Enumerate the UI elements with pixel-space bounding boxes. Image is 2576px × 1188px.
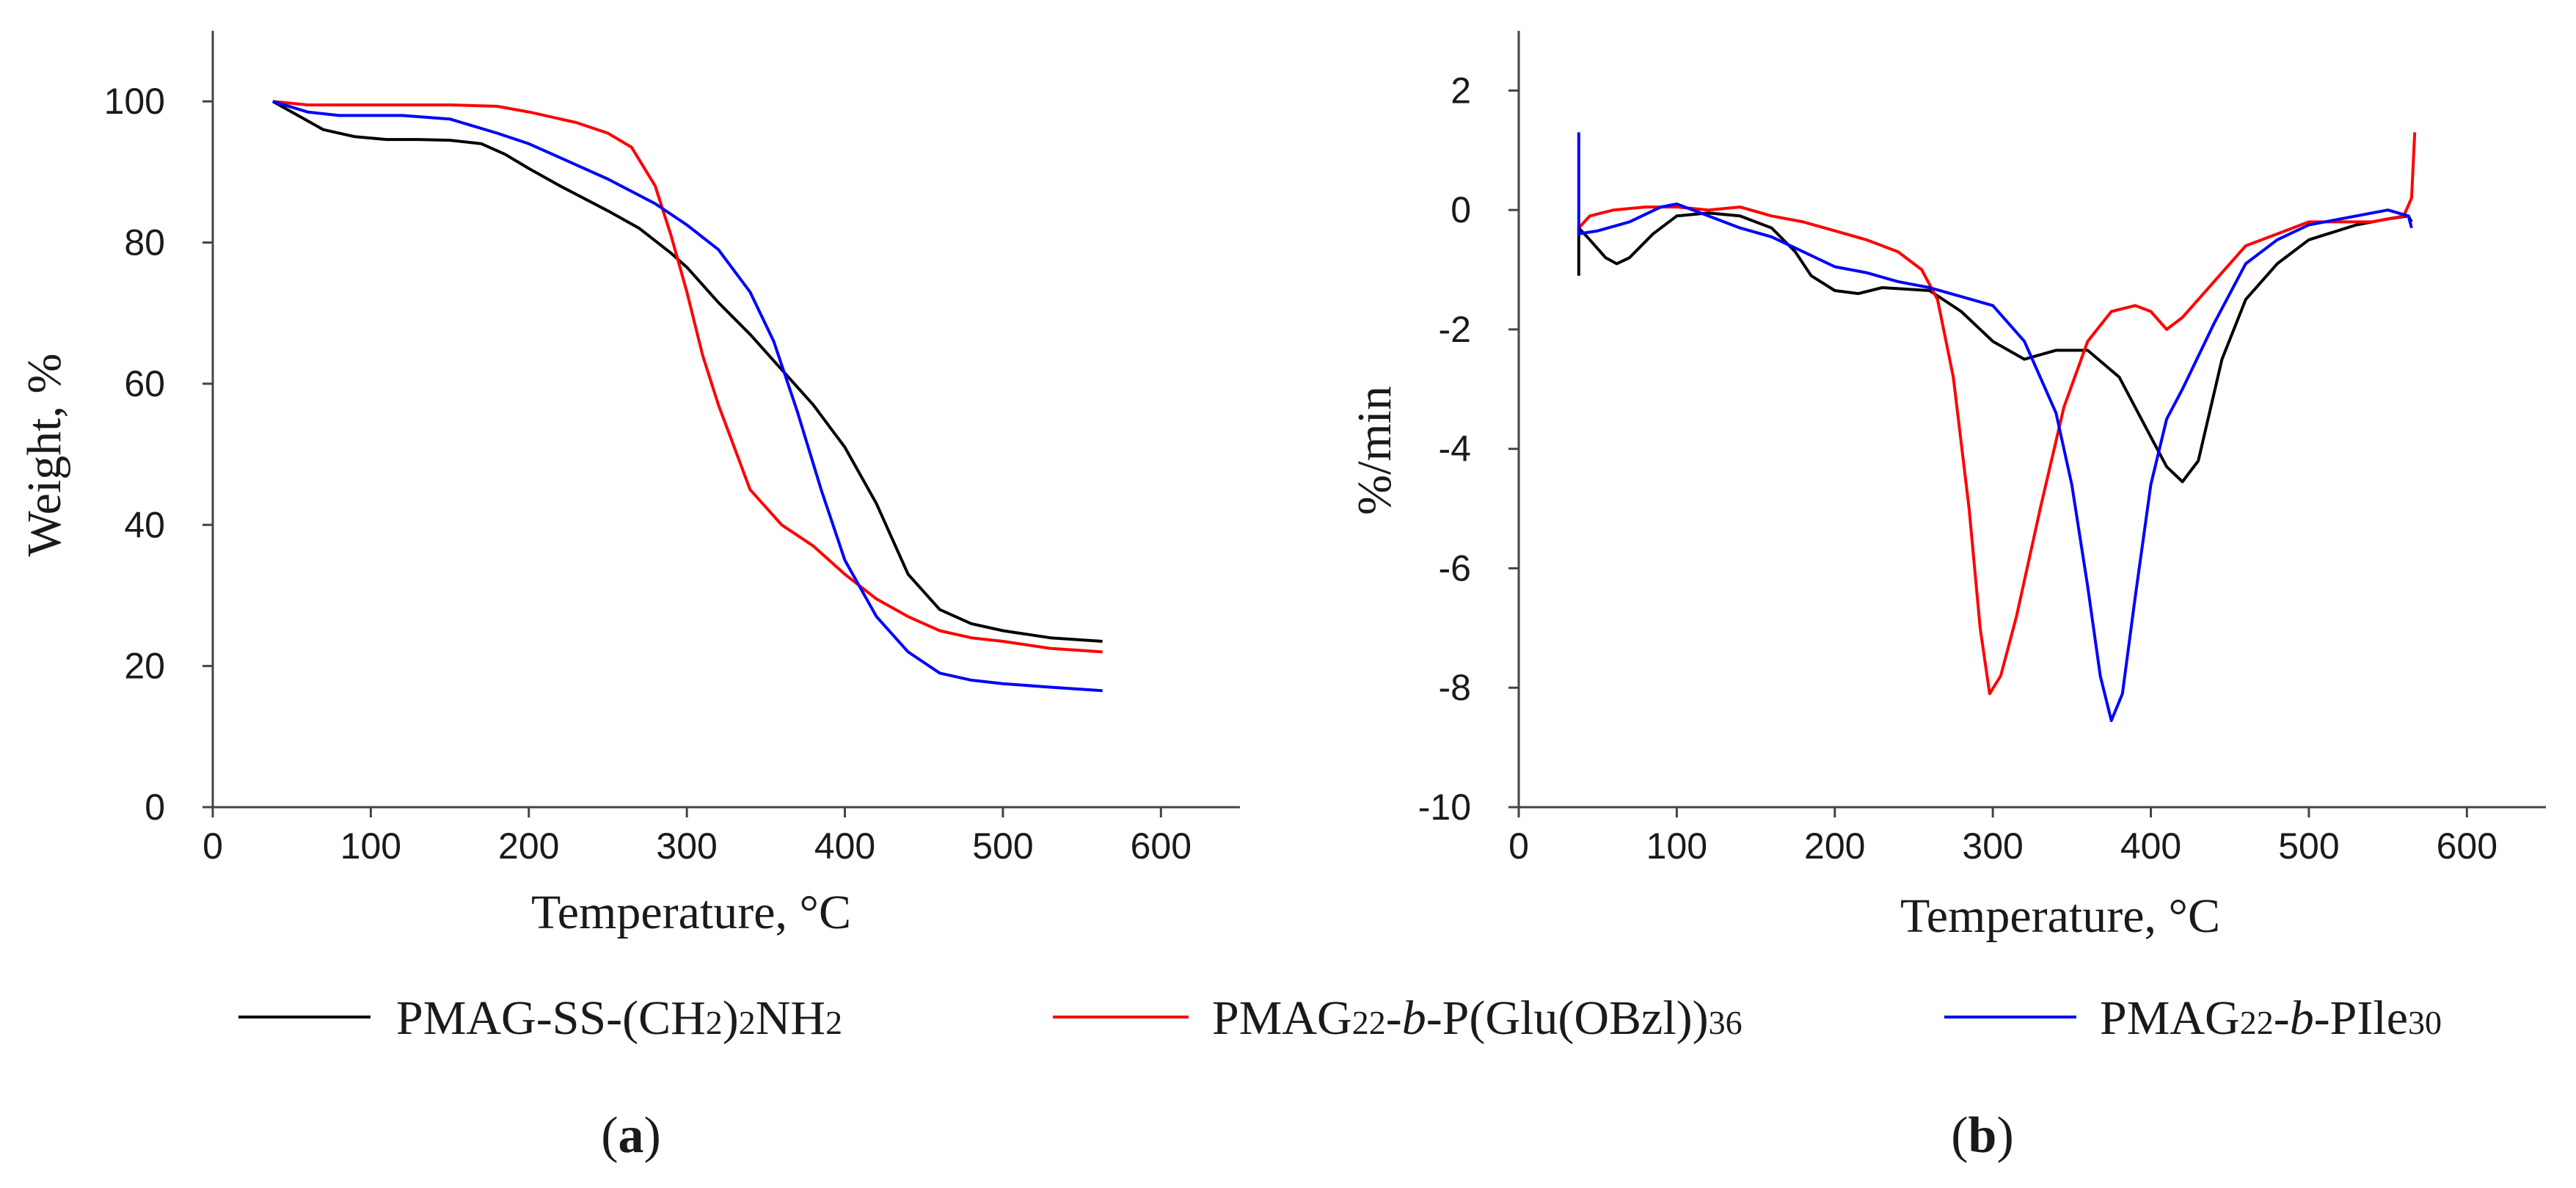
panel-b-series bbox=[1577, 132, 2417, 722]
panel-b-chart: 0 100 200 300 400 500 600 -10 -8 -6 -4 -2 0 2 Tempera… bbox=[1348, 31, 2546, 943]
panel-a-y-tick-label: 20 bbox=[124, 646, 165, 687]
panel-a-x-tick-label: 500 bbox=[972, 826, 1033, 867]
panel-b-x-tick-label: 400 bbox=[2120, 826, 2181, 867]
legend-label-pmag-ss: PMAG-SS-(CH2)2NH2 bbox=[396, 991, 842, 1045]
panel-b-x-tick-label: 100 bbox=[1646, 826, 1707, 867]
panel-b-y-tick-label: -2 bbox=[1439, 309, 1471, 350]
panel-a-line-pmag-ss bbox=[271, 100, 1103, 643]
panel-b-line-pile bbox=[1577, 132, 2413, 722]
panel-b-x-tick-label: 600 bbox=[2437, 826, 2497, 867]
panel-a-x-tick-label: 400 bbox=[814, 826, 875, 867]
panel-b-y-tick-label: 0 bbox=[1451, 189, 1471, 230]
panel-a-y-tick-label: 100 bbox=[104, 81, 165, 122]
panel-a-x-tick-label: 200 bbox=[498, 826, 559, 867]
panel-a-y-tick-label: 40 bbox=[124, 504, 165, 545]
panel-a-x-tick-label: 0 bbox=[202, 826, 223, 867]
panel-b-x-axis-title: Temperature, °C bbox=[1900, 889, 2220, 943]
panel-a-axes: 0 100 200 300 400 500 600 0 20 40 60 80 100 bbox=[104, 31, 1240, 867]
panel-b-axes: 0 100 200 300 400 500 600 -10 -8 -6 -4 -2 0 2 bbox=[1418, 31, 2546, 867]
panel-b-y-tick-label: 2 bbox=[1451, 70, 1471, 111]
panel-b-x-tick-label: 0 bbox=[1508, 826, 1529, 867]
panel-a-y-tick-label: 0 bbox=[145, 787, 165, 828]
legend-item-pile: PMAG22-b-PIle30 bbox=[1944, 991, 2442, 1045]
panel-a-line-pile bbox=[272, 100, 1103, 693]
legend: PMAG-SS-(CH2)2NH2 PMAG22-b-P(Glu(OBzl))3… bbox=[238, 991, 2442, 1045]
panel-a-line-pglu bbox=[272, 100, 1103, 654]
legend-label-pglu: PMAG22-b-P(Glu(OBzl))36 bbox=[1212, 991, 1743, 1045]
panel-a-y-tick-label: 80 bbox=[124, 222, 165, 263]
panel-a-label: (a) bbox=[601, 1107, 661, 1164]
panel-b-line-pmag-ss bbox=[1577, 211, 2413, 484]
panel-a-x-tick-label: 100 bbox=[340, 826, 401, 867]
panel-b-y-tick-label: -8 bbox=[1439, 667, 1471, 708]
panel-a-x-axis-title: Temperature, °C bbox=[531, 886, 851, 939]
panel-a-x-tick-label: 600 bbox=[1131, 826, 1192, 867]
panel-b-label: (b) bbox=[1951, 1107, 2014, 1164]
panel-a-x-tick-label: 300 bbox=[656, 826, 717, 867]
panel-b-y-tick-label: -10 bbox=[1418, 787, 1471, 828]
panel-b-y-axis-title: %/min bbox=[1348, 386, 1401, 515]
panel-a-y-axis-title: Weight, % bbox=[18, 354, 71, 557]
panel-b-line-pglu bbox=[1577, 132, 2417, 696]
panel-a-series bbox=[271, 100, 1103, 693]
panel-b-x-tick-label: 200 bbox=[1804, 826, 1865, 867]
panel-a-chart: 0 100 200 300 400 500 600 0 20 40 60 80 100 Temperat… bbox=[18, 31, 1240, 939]
panel-b-y-tick-label: -4 bbox=[1439, 429, 1471, 470]
legend-item-pglu: PMAG22-b-P(Glu(OBzl))36 bbox=[1053, 991, 1743, 1045]
panel-b-x-tick-label: 300 bbox=[1962, 826, 2023, 867]
panel-a-y-tick-label: 60 bbox=[124, 363, 165, 404]
legend-label-pile: PMAG22-b-PIle30 bbox=[2100, 991, 2442, 1045]
panel-b-y-tick-label: -6 bbox=[1439, 547, 1471, 588]
legend-item-pmag-ss: PMAG-SS-(CH2)2NH2 bbox=[238, 991, 842, 1045]
panel-b-x-tick-label: 500 bbox=[2278, 826, 2339, 867]
